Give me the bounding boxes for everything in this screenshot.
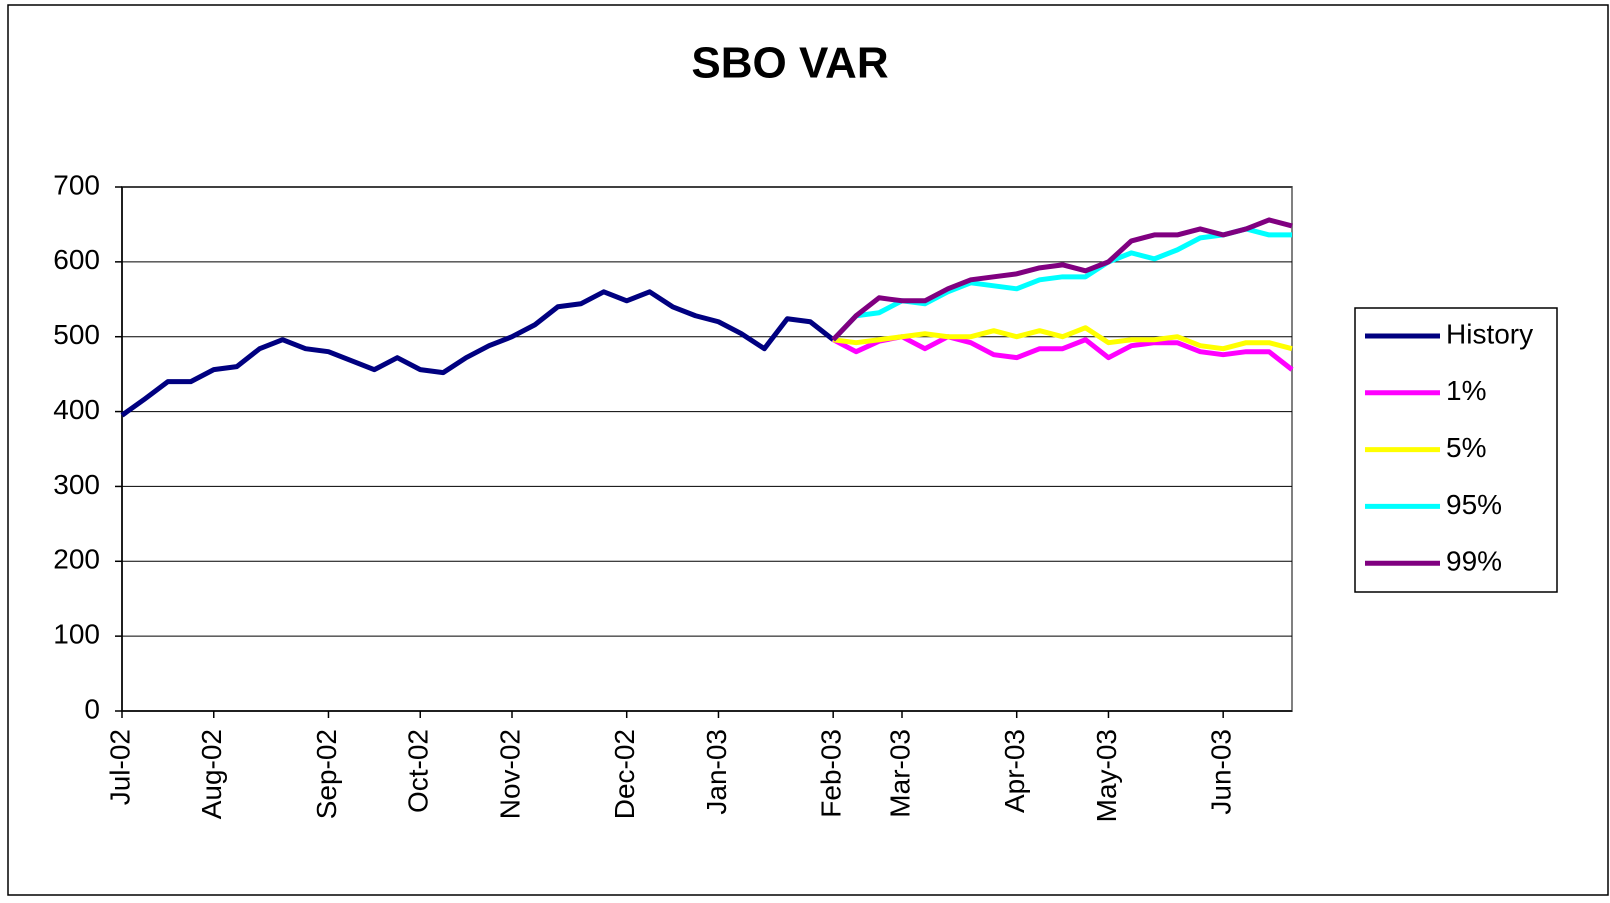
legend-label: 95% [1446, 489, 1502, 520]
y-tick-label: 100 [53, 619, 100, 650]
legend-label: 1% [1446, 375, 1486, 406]
y-tick-label: 200 [53, 544, 100, 575]
x-tick-label: May-03 [1091, 729, 1122, 822]
x-tick-label: Dec-02 [609, 729, 640, 819]
y-tick-label: 300 [53, 469, 100, 500]
y-tick-label: 600 [53, 244, 100, 275]
x-tick-label: Oct-02 [403, 729, 434, 813]
y-tick-label: 500 [53, 319, 100, 350]
x-tick-label: Jun-03 [1206, 729, 1237, 815]
x-tick-label: Jan-03 [701, 729, 732, 815]
x-tick-label: Mar-03 [884, 729, 915, 818]
legend-label: History [1446, 318, 1533, 349]
x-tick-label: Nov-02 [494, 729, 525, 819]
series-line [832, 325, 1293, 352]
legend-label: 5% [1446, 432, 1486, 463]
chart-title: SBO VAR [691, 39, 888, 88]
series-line [120, 289, 835, 418]
x-tick-label: Feb-03 [816, 729, 847, 818]
plot-area [121, 186, 1293, 712]
series-line [831, 217, 1293, 342]
x-tick-label: Aug-02 [196, 729, 227, 819]
y-tick-label: 0 [84, 693, 100, 724]
x-tick-label: Apr-03 [999, 729, 1030, 813]
legend-label: 99% [1446, 546, 1502, 577]
x-tick-label: Jul-02 [104, 729, 135, 805]
y-tick-label: 400 [53, 394, 100, 425]
y-tick-label: 700 [53, 169, 100, 200]
x-tick-label: Sep-02 [311, 729, 342, 819]
series-line [832, 334, 1294, 372]
